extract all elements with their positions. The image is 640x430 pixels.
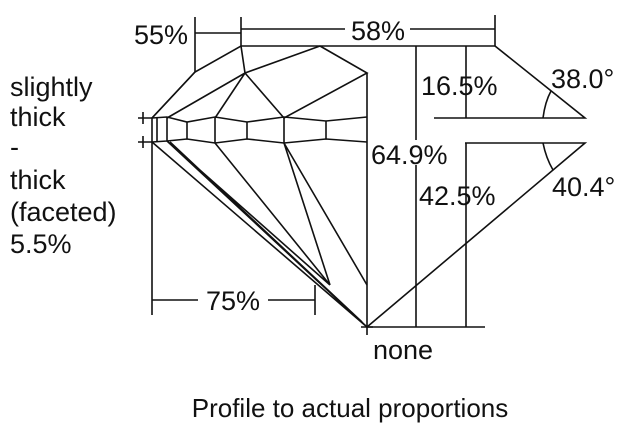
left-label-line: thick xyxy=(10,165,66,195)
left-label-line: 5.5% xyxy=(10,229,72,259)
left-label-line: thick xyxy=(10,102,66,132)
culet-label: none xyxy=(373,335,433,365)
caption: Profile to actual proportions xyxy=(192,393,509,423)
total-depth-label: 64.9% xyxy=(371,140,448,170)
star-length-label: 55% xyxy=(134,20,188,50)
crown-angle-label: 38.0° xyxy=(551,64,614,94)
diamond-outline xyxy=(151,45,588,328)
left-label-line: slightly xyxy=(10,72,93,102)
lower-girdle-label: 75% xyxy=(206,286,260,316)
table-width-label: 58% xyxy=(351,16,405,46)
left-label: slightly thick - thick (faceted) 5.5% xyxy=(10,72,117,259)
crown-height-label: 16.5% xyxy=(421,71,498,101)
left-label-line: (faceted) xyxy=(10,197,117,227)
pavilion-depth-label: 42.5% xyxy=(419,181,496,211)
dimension-lines xyxy=(138,15,554,335)
pavilion-angle-label: 40.4° xyxy=(552,172,615,202)
left-label-line: - xyxy=(10,132,19,162)
